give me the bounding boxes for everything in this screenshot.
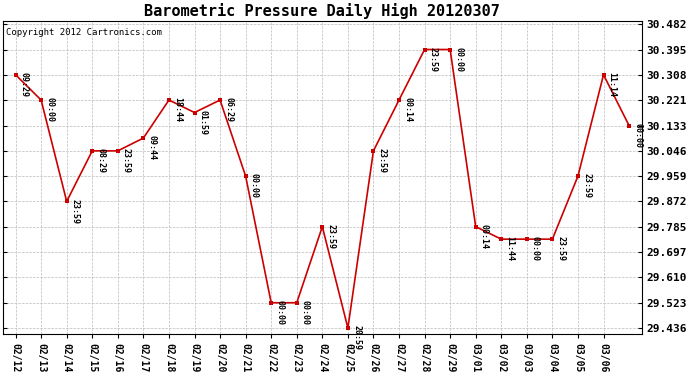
Text: 00:00: 00:00 [46, 97, 55, 122]
Title: Barometric Pressure Daily High 20120307: Barometric Pressure Daily High 20120307 [144, 3, 500, 19]
Text: 00:00: 00:00 [301, 300, 310, 325]
Text: 23:59: 23:59 [377, 148, 386, 173]
Text: Copyright 2012 Cartronics.com: Copyright 2012 Cartronics.com [6, 28, 162, 37]
Text: 23:59: 23:59 [122, 148, 131, 173]
Text: 23:59: 23:59 [428, 47, 437, 72]
Text: 08:29: 08:29 [97, 148, 106, 173]
Text: 06:29: 06:29 [224, 97, 233, 122]
Text: 23:59: 23:59 [582, 173, 591, 198]
Text: 20:59: 20:59 [352, 325, 361, 350]
Text: 00:00: 00:00 [250, 173, 259, 198]
Text: 11:44: 11:44 [506, 236, 515, 261]
Text: 11:14: 11:14 [608, 72, 617, 97]
Text: 18:44: 18:44 [173, 97, 182, 122]
Text: 00:00: 00:00 [275, 300, 284, 325]
Text: 23:59: 23:59 [326, 224, 335, 249]
Text: 23:59: 23:59 [557, 236, 566, 261]
Text: 09:29: 09:29 [20, 72, 29, 97]
Text: 00:00: 00:00 [531, 236, 540, 261]
Text: 09:44: 09:44 [148, 135, 157, 160]
Text: 00:14: 00:14 [480, 224, 489, 249]
Text: 23:59: 23:59 [71, 199, 80, 223]
Text: 00:00: 00:00 [454, 47, 463, 72]
Text: 00:14: 00:14 [403, 97, 412, 122]
Text: 01:59: 01:59 [199, 110, 208, 135]
Text: 00:00: 00:00 [633, 123, 642, 148]
